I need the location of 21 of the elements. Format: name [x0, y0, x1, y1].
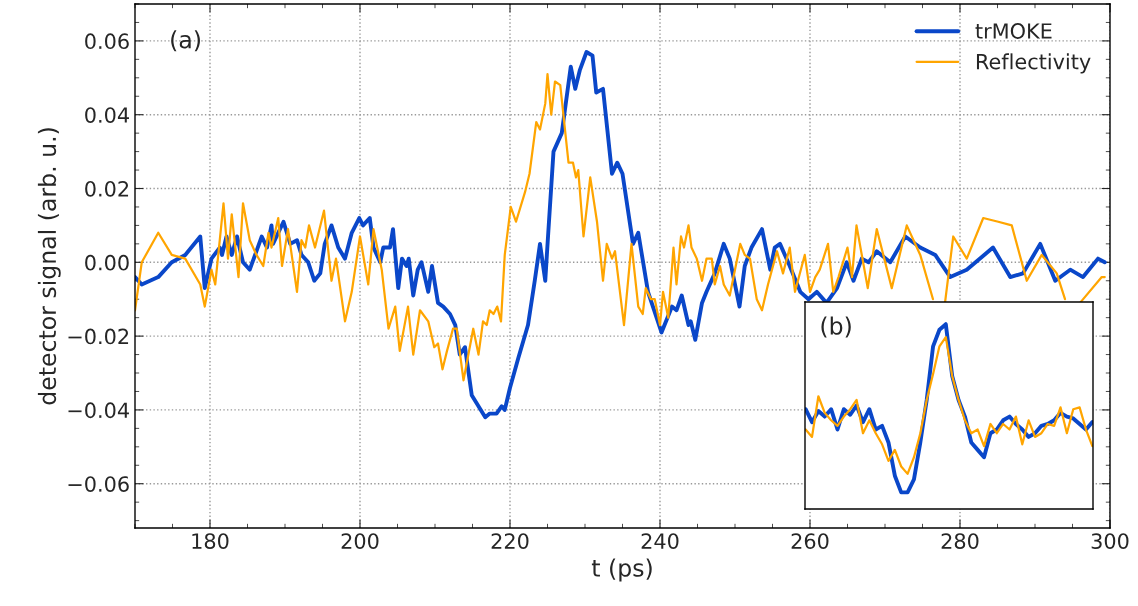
y-tick-label: −0.04 — [68, 402, 129, 419]
y-tick-label: 0.00 — [85, 254, 129, 271]
annotation: (b) — [821, 316, 851, 338]
y-tick-label: −0.06 — [68, 476, 129, 492]
x-tick-label: 260 — [791, 533, 829, 549]
legend-label: Reflectivity — [976, 53, 1091, 74]
y-tick-label: −0.02 — [68, 328, 129, 345]
y-axis-title: detector signal (arb. u.) — [37, 128, 61, 405]
y-tick-label: 0.02 — [85, 180, 129, 197]
y-tick-label: 0.06 — [85, 33, 129, 50]
legend-label: trMOKE — [975, 23, 1052, 39]
x-tick-label: 220 — [491, 533, 529, 549]
annotation: (a) — [171, 30, 200, 52]
line-series — [135, 50, 1107, 420]
x-tick-label: 280 — [941, 533, 979, 549]
x-axis-title: t (ps) — [591, 558, 652, 582]
x-tick-label: 180 — [192, 533, 229, 549]
x-tick-label: 200 — [341, 533, 379, 549]
y-tick-label: 0.04 — [85, 107, 129, 123]
x-tick-label: 300 — [1091, 533, 1129, 549]
x-tick-label: 240 — [641, 533, 679, 549]
